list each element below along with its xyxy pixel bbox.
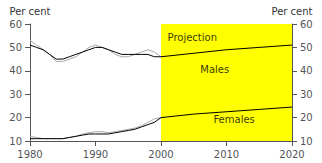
svg-text:Projection: Projection [168,32,217,43]
svg-text:20: 20 [300,112,313,123]
svg-text:30: 30 [300,89,313,100]
svg-text:10: 10 [9,136,22,147]
svg-text:60: 60 [9,19,22,30]
svg-text:2020: 2020 [279,149,304,160]
svg-text:Per cent: Per cent [271,6,312,17]
svg-text:50: 50 [9,42,22,53]
svg-text:60: 60 [300,19,313,30]
svg-text:20: 20 [9,112,22,123]
svg-text:40: 40 [300,65,313,76]
svg-text:Females: Females [213,114,254,125]
svg-text:2000: 2000 [148,149,173,160]
svg-text:1990: 1990 [83,149,108,160]
svg-text:1980: 1980 [17,149,42,160]
svg-text:50: 50 [300,42,313,53]
svg-text:30: 30 [9,89,22,100]
svg-text:2010: 2010 [214,149,239,160]
svg-text:Males: Males [200,64,229,75]
svg-text:40: 40 [9,65,22,76]
svg-text:Per cent: Per cent [9,6,50,17]
svg-text:10: 10 [300,136,313,147]
